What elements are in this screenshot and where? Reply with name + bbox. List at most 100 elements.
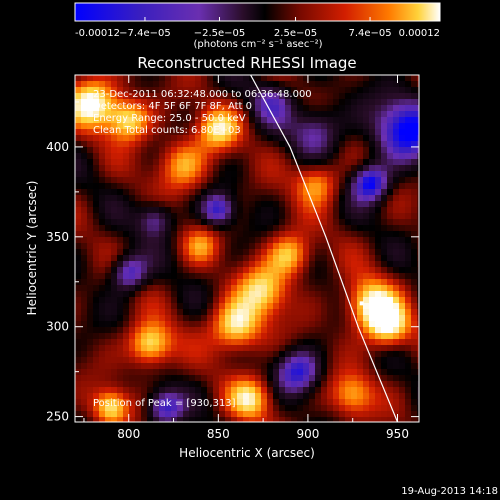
- heatmap-cell: [135, 171, 141, 177]
- heatmap-cell: [303, 369, 309, 375]
- heatmap-cell: [327, 387, 333, 393]
- heatmap-cell: [411, 381, 417, 387]
- heatmap-cell: [345, 171, 351, 177]
- heatmap-cell: [393, 171, 399, 177]
- heatmap-cell: [357, 177, 363, 183]
- heatmap-cell: [177, 171, 183, 177]
- heatmap-cell: [411, 219, 417, 225]
- heatmap-cell: [129, 399, 135, 405]
- heatmap-cell: [183, 315, 189, 321]
- heatmap-cell: [147, 117, 153, 123]
- heatmap-cell: [105, 117, 111, 123]
- heatmap-cell: [249, 261, 255, 267]
- heatmap-cell: [141, 345, 147, 351]
- heatmap-cell: [195, 129, 201, 135]
- heatmap-cell: [351, 399, 357, 405]
- heatmap-cell: [153, 189, 159, 195]
- heatmap-cell: [297, 273, 303, 279]
- heatmap-cell: [165, 165, 171, 171]
- heatmap-cell: [153, 117, 159, 123]
- heatmap-cell: [93, 231, 99, 237]
- heatmap-cell: [309, 153, 315, 159]
- heatmap-cell: [171, 153, 177, 159]
- heatmap-cell: [279, 93, 285, 99]
- heatmap-cell: [129, 255, 135, 261]
- heatmap-cell: [285, 333, 291, 339]
- heatmap-cell: [93, 213, 99, 219]
- heatmap-cell: [219, 249, 225, 255]
- heatmap-cell: [315, 393, 321, 399]
- heatmap-cell: [189, 345, 195, 351]
- heatmap-cell: [87, 267, 93, 273]
- heatmap-cell: [291, 255, 297, 261]
- heatmap-cell: [285, 327, 291, 333]
- heatmap-cell: [255, 153, 261, 159]
- heatmap-cell: [159, 309, 165, 315]
- heatmap-cell: [327, 399, 333, 405]
- heatmap-cell: [129, 159, 135, 165]
- heatmap-cell: [411, 285, 417, 291]
- heatmap-cell: [291, 369, 297, 375]
- heatmap-cell: [123, 219, 129, 225]
- heatmap-cell: [303, 81, 309, 87]
- heatmap-cell: [195, 195, 201, 201]
- heatmap-cell: [141, 393, 147, 399]
- heatmap-cell: [291, 309, 297, 315]
- heatmap-cell: [387, 81, 393, 87]
- heatmap-cell: [285, 75, 291, 81]
- heatmap-cell: [219, 207, 225, 213]
- heatmap-cell: [315, 105, 321, 111]
- heatmap-cell: [219, 399, 225, 405]
- heatmap-cell: [321, 231, 327, 237]
- heatmap-cell: [159, 165, 165, 171]
- heatmap-cell: [75, 261, 81, 267]
- heatmap-cell: [411, 315, 417, 321]
- heatmap-cell: [357, 345, 363, 351]
- heatmap-cell: [189, 231, 195, 237]
- heatmap-cell: [369, 219, 375, 225]
- heatmap-cell: [315, 297, 321, 303]
- heatmap-cell: [363, 405, 369, 411]
- x-tick-label: 800: [117, 427, 140, 441]
- heatmap-cell: [261, 381, 267, 387]
- heatmap-cell: [303, 213, 309, 219]
- heatmap-cell: [411, 195, 417, 201]
- heatmap-cell: [267, 189, 273, 195]
- heatmap-cell: [87, 111, 93, 117]
- heatmap-cell: [87, 213, 93, 219]
- heatmap-cell: [291, 75, 297, 81]
- heatmap-cell: [237, 267, 243, 273]
- heatmap-cell: [81, 135, 87, 141]
- heatmap-cell: [207, 249, 213, 255]
- heatmap-cell: [285, 105, 291, 111]
- heatmap-cell: [285, 207, 291, 213]
- heatmap-cell: [75, 225, 81, 231]
- heatmap-cell: [375, 309, 381, 315]
- heatmap-cell: [159, 249, 165, 255]
- heatmap-cell: [387, 267, 393, 273]
- heatmap-cell: [321, 375, 327, 381]
- heatmap-cell: [351, 165, 357, 171]
- heatmap-cell: [405, 177, 411, 183]
- heatmap-cell: [309, 141, 315, 147]
- heatmap-cell: [123, 105, 129, 111]
- heatmap-cell: [219, 225, 225, 231]
- heatmap-cell: [333, 405, 339, 411]
- heatmap-cell: [321, 93, 327, 99]
- heatmap-cell: [231, 153, 237, 159]
- heatmap-cell: [123, 327, 129, 333]
- heatmap-cell: [261, 309, 267, 315]
- heatmap-cell: [345, 87, 351, 93]
- heatmap-cell: [297, 147, 303, 153]
- heatmap-cell: [261, 321, 267, 327]
- heatmap-cell: [111, 417, 117, 422]
- heatmap-cell: [225, 363, 231, 369]
- heatmap-cell: [393, 225, 399, 231]
- heatmap-cell: [273, 327, 279, 333]
- heatmap-cell: [291, 279, 297, 285]
- heatmap-cell: [375, 87, 381, 93]
- heatmap-cell: [177, 249, 183, 255]
- heatmap-cell: [117, 279, 123, 285]
- heatmap-cell: [117, 321, 123, 327]
- heatmap-cell: [369, 291, 375, 297]
